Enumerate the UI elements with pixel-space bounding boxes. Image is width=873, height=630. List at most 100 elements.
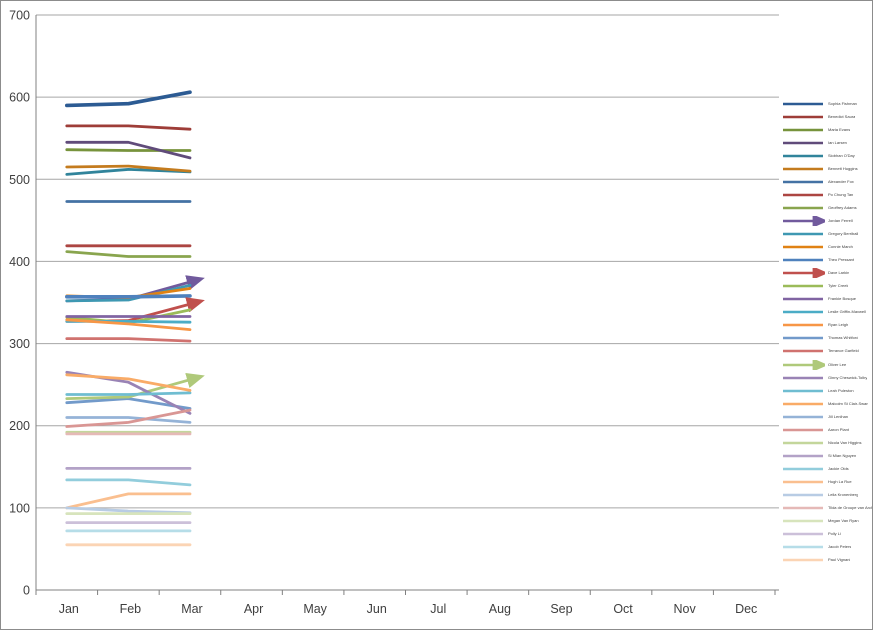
- legend-label: Gregory Berriball: [828, 232, 859, 236]
- legend-item: Hugh La Rue: [781, 475, 852, 488]
- series-line-17: [65, 318, 192, 332]
- legend-line-swatch: [783, 167, 823, 171]
- x-tick-label: Jul: [430, 602, 446, 616]
- legend-item: Leslie Griffin-Maxwell: [781, 306, 866, 319]
- legend-line-swatch: [783, 506, 823, 510]
- legend-item: Gregory Berriball: [781, 228, 858, 241]
- legend-label: Po Chung Tan: [828, 192, 854, 197]
- legend-label: Dave Larkin: [828, 271, 850, 276]
- y-tick-label: 200: [9, 419, 30, 433]
- legend-line-swatch: [783, 428, 823, 432]
- x-tick-label: Dec: [735, 602, 757, 616]
- x-tick-label: Mar: [181, 602, 203, 616]
- series-line-19: [65, 337, 192, 343]
- legend-label: Alexander Fox: [828, 179, 854, 184]
- legend-line-swatch: [783, 480, 823, 484]
- legend-line-swatch: [783, 128, 823, 131]
- legend-label: Maria Evans: [828, 127, 851, 132]
- series-line-18: [65, 397, 192, 410]
- series-line-24: [65, 416, 192, 424]
- legend-line-swatch: [783, 545, 823, 549]
- legend-label: Hugh La Rue: [828, 479, 852, 484]
- legend-label: Ginny Cheswick-Tolby: [828, 375, 868, 380]
- legend-line-swatch: [783, 402, 823, 405]
- legend-label: Aaron Plant: [828, 427, 849, 432]
- legend-line-swatch: [783, 389, 823, 392]
- x-tick-label: Nov: [674, 602, 697, 616]
- legend-line-swatch: [783, 532, 823, 536]
- legend-line-swatch: [783, 258, 823, 262]
- legend-item: Ian Larsen: [781, 136, 847, 149]
- legend-item: Thomas Whitford: [781, 332, 858, 345]
- legend-item: Oliver Lee: [781, 358, 846, 371]
- legend-line-swatch: [783, 193, 823, 197]
- series-line-22: [65, 391, 192, 396]
- legend-item: Siobhan O'Day: [781, 149, 855, 162]
- y-tick-label: 100: [9, 501, 30, 515]
- x-tick-label: Sep: [550, 602, 572, 616]
- x-tick-label: Jun: [367, 602, 387, 616]
- legend-item: Megan Van Ryan: [781, 515, 859, 528]
- legend-label: Jordan Ferrell: [828, 218, 853, 223]
- legend-item: Ginny Cheswick-Tolby: [781, 371, 867, 384]
- x-tick-label: May: [303, 602, 327, 616]
- legend-line-swatch: [783, 206, 823, 210]
- legend-line-swatch: [783, 558, 823, 562]
- legend-item: Jackie Olds: [781, 462, 849, 475]
- series-line-2: [65, 148, 192, 152]
- legend-line-swatch: [783, 154, 823, 157]
- legend-item: Terrance Garfield: [781, 345, 859, 358]
- legend-line-swatch: [783, 337, 823, 340]
- legend-line-swatch: [783, 454, 823, 458]
- y-tick-label: 300: [9, 337, 30, 351]
- legend-line-swatch: [783, 519, 823, 523]
- legend-label: Megan Van Ryan: [828, 519, 859, 524]
- legend-label: Benedict Saura: [828, 114, 856, 119]
- legend-item: Aaron Plant: [781, 423, 849, 436]
- y-tick-label: 700: [9, 9, 30, 23]
- legend-label: Geoffrey Adams: [828, 205, 857, 210]
- y-tick-label: 400: [9, 255, 30, 269]
- legend-line-swatch: [783, 415, 823, 418]
- series-line-0: [65, 90, 192, 108]
- legend-item: Tilda de Groupe van Arch: [781, 502, 872, 515]
- legend-label: Leah Puleston: [828, 388, 854, 393]
- legend-item: Jacob Peters: [781, 541, 851, 554]
- legend-item: Leila Kronenberg: [781, 489, 858, 502]
- legend-label: Sophia Fishman: [828, 101, 857, 106]
- legend-line-swatch: [783, 284, 823, 288]
- legend-item: Paul Vignani: [781, 554, 850, 567]
- legend-line-swatch: [783, 376, 823, 379]
- legend-line-swatch: [783, 180, 823, 184]
- legend-arrow-swatch: [783, 359, 825, 370]
- legend-item: Theo Pressant: [781, 254, 854, 267]
- series-line-3: [65, 140, 192, 160]
- legend-label: Leslie Griffin-Maxwell: [828, 310, 866, 315]
- legend-item: Jill Lenihan: [781, 410, 848, 423]
- legend-line-swatch: [783, 350, 823, 353]
- legend-line-swatch: [783, 324, 823, 327]
- legend-label: Thomas Whitford: [828, 336, 859, 341]
- legend-item: Alexander Fox: [781, 175, 854, 188]
- legend-line-swatch: [783, 310, 823, 314]
- legend-item: Malcolm St Clair-Swan: [781, 397, 868, 410]
- legend-item: Jordan Ferrell: [781, 214, 853, 227]
- legend-item: Frankie Bosque: [781, 293, 856, 306]
- legend-label: Si Mian Nguyen: [828, 453, 857, 458]
- legend-label: Leila Kronenberg: [828, 493, 859, 497]
- legend-line-swatch: [783, 493, 823, 497]
- legend-label: Paul Vignani: [828, 558, 851, 563]
- legend-item: Si Mian Nguyen: [781, 449, 856, 462]
- legend-label: Bennett Huggins: [828, 166, 858, 171]
- x-tick-label: Feb: [120, 602, 142, 616]
- legend-label: Jill Lenihan: [828, 414, 849, 419]
- legend-line-swatch: [783, 102, 823, 105]
- legend-label: Frankie Bosque: [828, 297, 857, 302]
- legend-label: Connie March: [828, 245, 853, 250]
- series-line-12: [65, 294, 192, 299]
- x-tick-label: Aug: [489, 602, 511, 616]
- y-tick-label: 500: [9, 173, 30, 187]
- series-line-8: [65, 250, 192, 258]
